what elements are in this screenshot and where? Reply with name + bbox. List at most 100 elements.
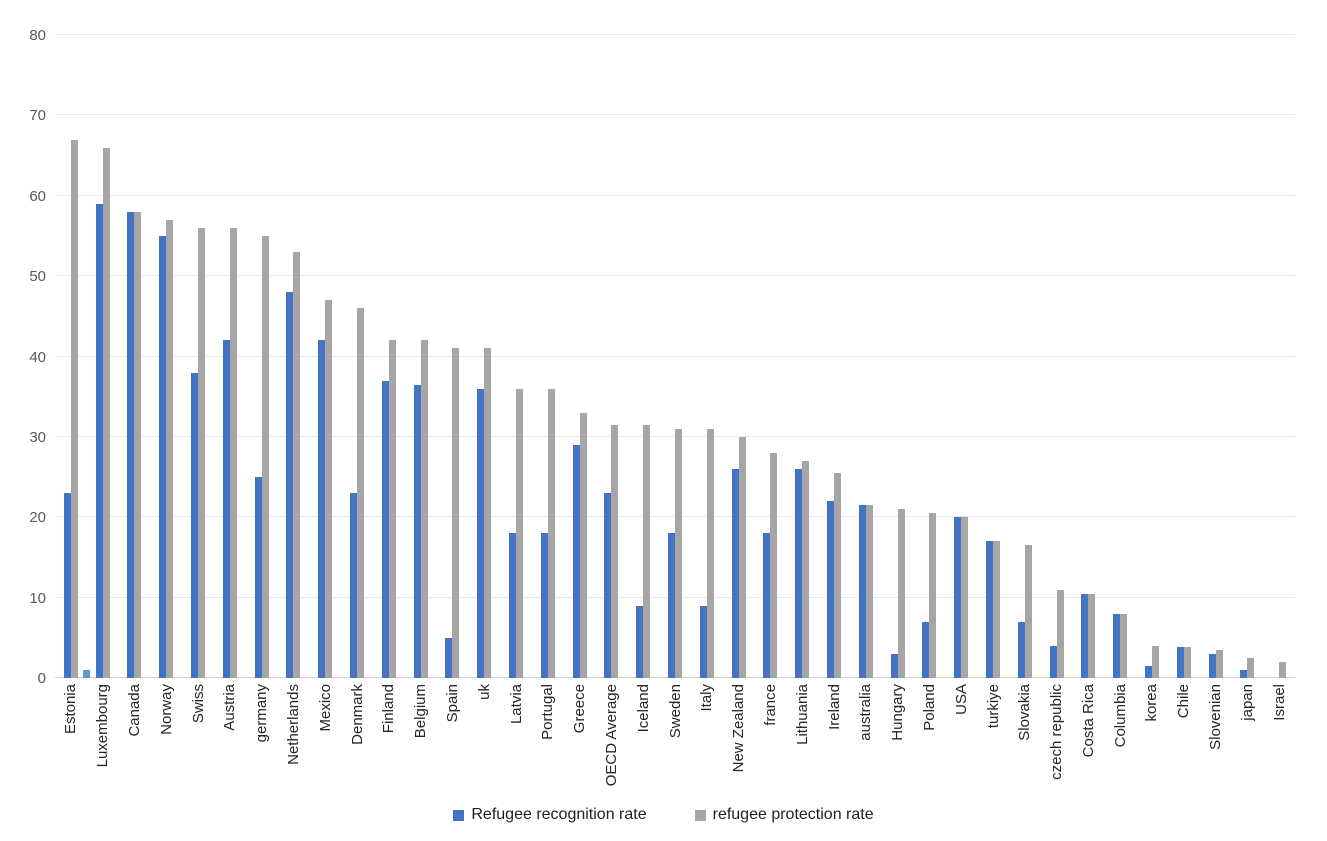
recognition-rate-bar: [890, 653, 898, 678]
x-axis-category-label: Slovenian: [1207, 684, 1225, 750]
recognition-rate-bar: [286, 292, 294, 678]
y-axis-tick-label: 20: [29, 509, 46, 527]
protection-rate-bar: [261, 235, 269, 678]
protection-rate-bar: [357, 308, 365, 678]
bar-group: [468, 35, 500, 678]
x-axis-category-cell: OECD Average: [596, 684, 628, 802]
x-axis-category-label: OECD Average: [602, 684, 620, 787]
x-axis-category-cell: Slovenian: [1200, 684, 1232, 802]
recognition-rate-bar: [922, 621, 930, 678]
x-axis: Estonia Luxembourg Canada Norway Swiss Austri…: [55, 684, 1295, 802]
protection-rate-bar: [1183, 647, 1191, 678]
protection-rate-bar: [134, 211, 142, 678]
legend-label: refugee protection rate: [712, 806, 874, 823]
protection-rate-bar: [325, 300, 333, 678]
bar-group: [723, 35, 755, 678]
bar-group: [182, 35, 214, 678]
bar-group: [309, 35, 341, 678]
x-axis-category-label: Costa Rica: [1079, 684, 1097, 758]
x-axis-category-cell: Austria: [214, 684, 246, 802]
x-axis-category-label: Mexico: [316, 684, 334, 732]
legend: Refugee recognition rate refugee protecti…: [0, 806, 1327, 824]
legend-label: Refugee recognition rate: [471, 806, 647, 823]
bar-group: [1231, 35, 1263, 678]
protection-rate-bar: [993, 541, 1000, 678]
x-axis-category-cell: Columbia: [1104, 684, 1136, 802]
recognition-rate-bar: [572, 444, 580, 678]
recognition-rate-bar: [1144, 665, 1152, 678]
x-axis-category-cell: USA: [945, 684, 977, 802]
x-axis-category-label: Canada: [125, 684, 143, 737]
bar-group: [596, 35, 628, 678]
protection-rate-bar: [834, 473, 842, 678]
bar-group: [373, 35, 405, 678]
y-axis-tick-label: 40: [29, 348, 46, 366]
bar-group: [1136, 35, 1168, 678]
x-axis-category-label: Finland: [380, 684, 398, 734]
bar-group: [914, 35, 946, 678]
bar-group: [818, 35, 850, 678]
x-axis-category-cell: Ireland: [818, 684, 850, 802]
x-axis-category-cell: Netherlands: [278, 684, 310, 802]
bar-group: [87, 35, 119, 678]
x-axis-category-label: Slovakia: [1016, 684, 1034, 741]
recognition-rate-bar: [1208, 653, 1216, 678]
recognition-rate-bar: [159, 235, 167, 678]
recognition-rate-bar: [350, 493, 358, 678]
bar-group: [850, 35, 882, 678]
recognition-rate-bar: [1049, 645, 1057, 678]
bar-group: [55, 35, 90, 678]
recognition-rate-bar: [222, 340, 230, 678]
protection-rate-bar: [70, 139, 78, 678]
protection-rate-bar: [452, 348, 460, 678]
x-axis-category-label: germany: [253, 684, 271, 743]
x-axis-category-cell: Spain: [437, 684, 469, 802]
bar-group: [786, 35, 818, 678]
x-axis-category-cell: New Zealand: [723, 684, 755, 802]
x-axis-category-cell: Slovakia: [1009, 684, 1041, 802]
protection-rate-bar: [166, 219, 174, 678]
x-axis-category-cell: Sweden: [659, 684, 691, 802]
gridline: [55, 355, 1295, 357]
legend-item: refugee protection rate: [694, 806, 874, 824]
x-axis-category-label: Denmark: [348, 684, 366, 745]
y-axis-tick-label: 70: [29, 107, 46, 125]
recognition-rate-bar: [763, 533, 771, 678]
protection-rate-bar: [579, 412, 587, 678]
protection-rate-bar: [1120, 613, 1128, 678]
x-axis-category-cell: australia: [850, 684, 882, 802]
recognition-rate-bar: [191, 372, 199, 678]
x-axis-category-cell: Chile: [1168, 684, 1200, 802]
protection-rate-bar: [961, 517, 969, 678]
gridline: [55, 114, 1295, 116]
bar-group: [500, 35, 532, 678]
bar-group: [1009, 35, 1041, 678]
x-axis-category-label: Sweden: [666, 684, 684, 739]
y-axis-tick-label: 0: [37, 670, 46, 687]
bar-group: [278, 35, 310, 678]
x-axis-category-cell: Greece: [564, 684, 596, 802]
y-axis-tick-label: 80: [29, 27, 46, 44]
protection-rate-bar: [516, 388, 524, 678]
recognition-rate-bar: [1240, 669, 1248, 678]
recognition-rate-bar: [127, 211, 135, 678]
protection-rate-bar: [102, 147, 110, 678]
x-axis-category-cell: Hungary: [882, 684, 914, 802]
protection-rate-bar: [738, 436, 746, 678]
bar-group: [1104, 35, 1136, 678]
bar-group: [659, 35, 691, 678]
x-axis-category-cell: Swiss: [182, 684, 214, 802]
bar-group: [1200, 35, 1232, 678]
x-axis-category-cell: Canada: [119, 684, 151, 802]
protection-rate-bar: [1056, 589, 1064, 678]
recognition-rate-bar: [858, 505, 866, 678]
x-axis-category-cell: Norway: [150, 684, 182, 802]
protection-rate-bar: [611, 424, 619, 678]
bar-group: [1263, 35, 1295, 678]
x-axis-category-label: Portugal: [539, 684, 557, 740]
protection-rate-bar: [706, 428, 714, 678]
recognition-rate-bar: [95, 203, 103, 678]
protection-rate-bar: [1215, 649, 1223, 678]
recognition-rate-bar: [477, 388, 485, 678]
